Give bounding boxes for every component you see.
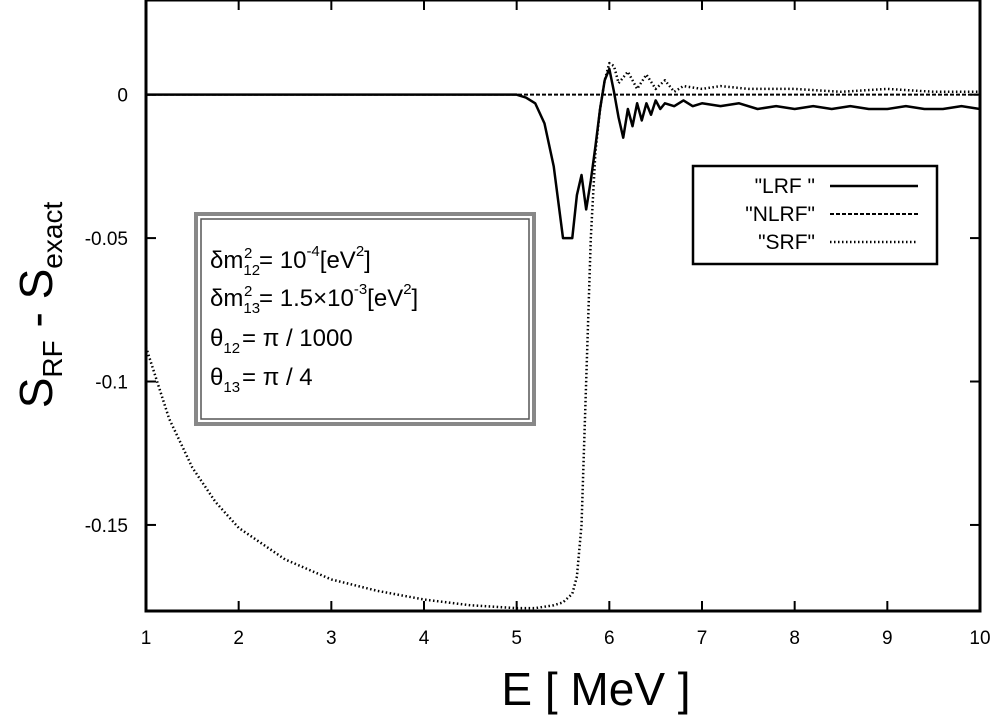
- x-tick-label: 7: [697, 628, 708, 649]
- parameter-box-inner: [200, 218, 530, 420]
- plot-frame: [144, 0, 982, 613]
- parameter-box-outer: [194, 212, 536, 426]
- param-line-dm12: δm122 = 10-4[eV2]: [210, 243, 371, 279]
- x-tick-label: 4: [419, 628, 430, 649]
- legend-label-nlrf: "NLRF": [745, 203, 815, 226]
- series-line-lrf: [146, 67, 980, 240]
- x-tick-label: 6: [604, 628, 615, 649]
- legend: "LRF " "NLRF" "SRF": [691, 164, 939, 266]
- x-tick-label: 1: [141, 628, 152, 649]
- parameter-box: δm122 = 10-4[eV2] δm132 = 1.5×10-3[eV2] …: [194, 212, 536, 426]
- x-tick-label: 9: [882, 628, 893, 649]
- series-layer: [146, 61, 980, 610]
- param-line-dm13: δm132 = 1.5×10-3[eV2]: [210, 281, 418, 317]
- x-axis-label: E [ MeV ]: [501, 663, 690, 715]
- axis-ticks: 1 2 3 4 5 6 7 8 9 10 0 -0.05 -0.1 -0.15: [85, 0, 991, 649]
- x-tick-label: 8: [789, 628, 800, 649]
- x-tick-label: 10: [969, 628, 990, 649]
- y-tick-label: -0.15: [85, 516, 128, 537]
- y-axis-label: SRF - Sexact: [10, 202, 68, 409]
- legend-label-srf: "SRF": [758, 231, 815, 254]
- x-tick-label: 3: [326, 628, 337, 649]
- legend-label-lrf: "LRF ": [755, 175, 815, 198]
- param-line-theta12: θ12= π / 1000: [210, 325, 353, 357]
- param-line-theta13: θ13= π / 4: [210, 364, 313, 396]
- y-tick-label: 0: [117, 86, 128, 107]
- y-tick-label: -0.1: [95, 373, 128, 394]
- legend-box: [691, 164, 939, 266]
- y-tick-label: -0.05: [85, 229, 128, 250]
- x-tick-label: 5: [511, 628, 522, 649]
- x-tick-label: 2: [233, 628, 244, 649]
